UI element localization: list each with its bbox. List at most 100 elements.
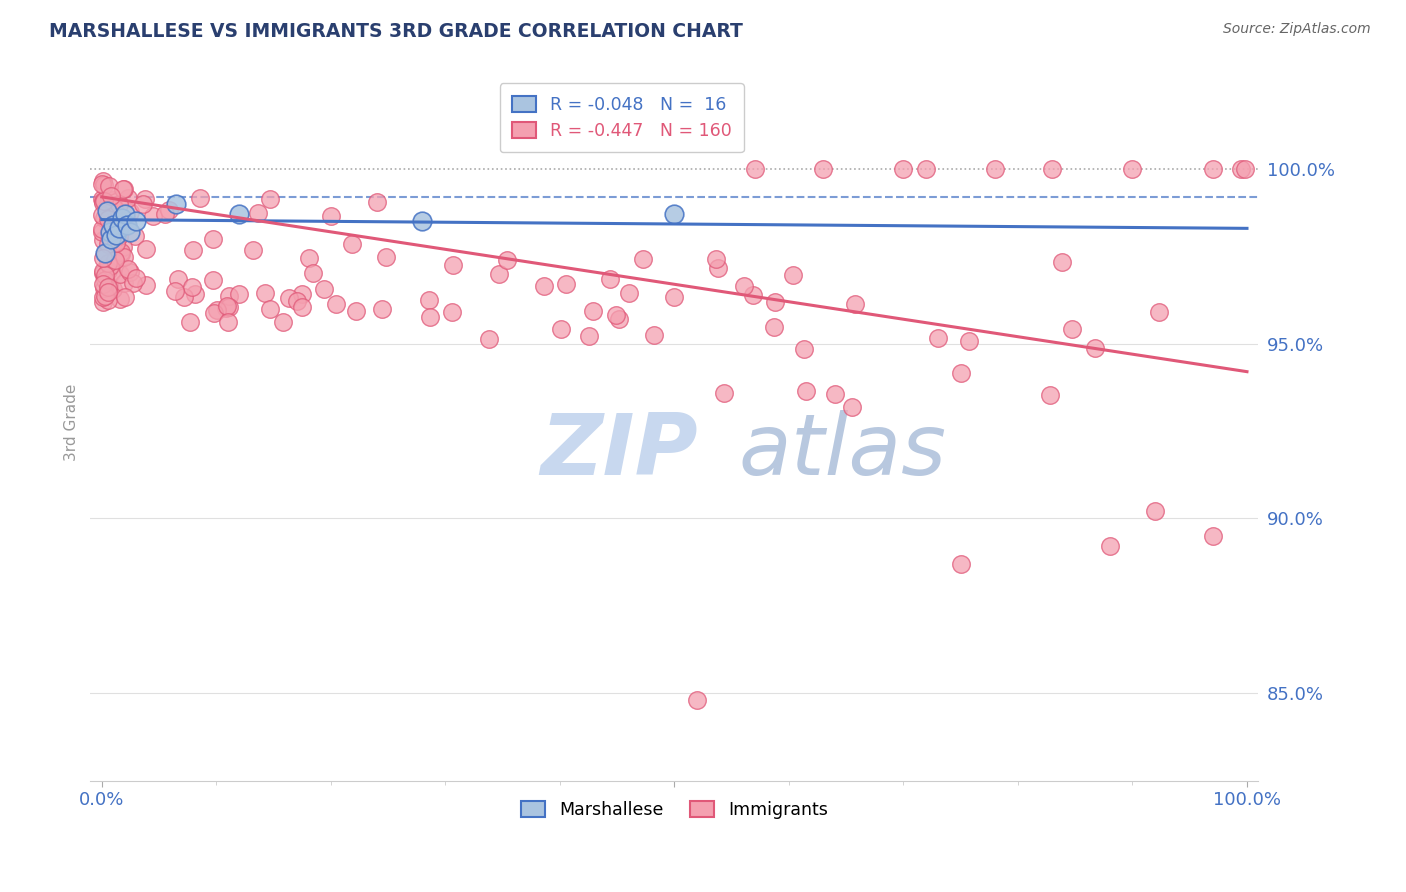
- Point: [371, 301, 394, 316]
- Point: [285, 294, 308, 309]
- Point: [96, 236, 118, 251]
- Point: [301, 266, 323, 280]
- Point: [114, 207, 136, 221]
- Point: [1147, 305, 1170, 319]
- Point: [135, 242, 157, 256]
- Point: [98, 225, 121, 239]
- Point: [325, 297, 347, 311]
- Point: [496, 252, 519, 267]
- Point: [957, 334, 980, 349]
- Point: [112, 182, 135, 196]
- Y-axis label: 3rd Grade: 3rd Grade: [65, 384, 79, 461]
- Point: [704, 252, 727, 266]
- Point: [291, 287, 314, 301]
- Point: [108, 267, 131, 281]
- Point: [1062, 322, 1084, 336]
- Point: [163, 285, 186, 299]
- Point: [91, 294, 114, 309]
- Point: [441, 259, 464, 273]
- Point: [117, 262, 139, 277]
- Point: [93, 178, 115, 192]
- Point: [132, 196, 155, 211]
- Point: [419, 310, 441, 324]
- Point: [254, 285, 277, 300]
- Point: [202, 232, 225, 246]
- Point: [765, 295, 787, 310]
- Point: [120, 204, 142, 219]
- Point: [100, 223, 122, 237]
- Point: [98, 178, 121, 193]
- Point: [927, 331, 949, 345]
- Point: [96, 265, 118, 279]
- Point: [664, 290, 686, 304]
- Point: [202, 306, 225, 320]
- Text: ZIP: ZIP: [540, 409, 697, 492]
- Point: [117, 191, 139, 205]
- Point: [298, 251, 321, 265]
- Text: atlas: atlas: [738, 409, 946, 492]
- Text: Source: ZipAtlas.com: Source: ZipAtlas.com: [1223, 22, 1371, 37]
- Point: [533, 279, 555, 293]
- Point: [167, 272, 190, 286]
- Point: [101, 282, 124, 296]
- Point: [91, 252, 114, 266]
- Point: [98, 207, 121, 221]
- Point: [1084, 341, 1107, 355]
- Point: [1201, 529, 1223, 543]
- Point: [121, 276, 143, 290]
- Point: [344, 303, 367, 318]
- Point: [91, 225, 114, 239]
- Point: [228, 287, 250, 301]
- Point: [94, 289, 117, 303]
- Point: [733, 279, 755, 293]
- Point: [112, 276, 135, 290]
- Point: [91, 222, 114, 236]
- Point: [157, 203, 180, 218]
- Point: [949, 366, 972, 380]
- Point: [97, 280, 120, 294]
- Point: [247, 205, 270, 219]
- Point: [97, 263, 120, 277]
- Point: [411, 214, 433, 228]
- Point: [97, 293, 120, 307]
- Point: [100, 232, 122, 246]
- Point: [103, 218, 125, 232]
- Point: [111, 240, 134, 254]
- Point: [112, 250, 135, 264]
- Point: [112, 182, 135, 196]
- Point: [1098, 540, 1121, 554]
- Point: [271, 315, 294, 329]
- Point: [366, 194, 388, 209]
- Point: [96, 203, 118, 218]
- Point: [643, 327, 665, 342]
- Point: [763, 319, 786, 334]
- Point: [188, 191, 211, 205]
- Point: [742, 288, 765, 302]
- Point: [1144, 504, 1167, 518]
- Point: [111, 211, 134, 225]
- Point: [1201, 161, 1223, 176]
- Point: [215, 299, 238, 313]
- Point: [153, 207, 176, 221]
- Point: [124, 229, 146, 244]
- Point: [91, 196, 114, 211]
- Point: [108, 197, 131, 211]
- Point: [91, 208, 114, 222]
- Point: [115, 218, 138, 232]
- Point: [242, 243, 264, 257]
- Point: [1039, 388, 1062, 402]
- Point: [1230, 161, 1253, 176]
- Point: [108, 221, 131, 235]
- Point: [441, 304, 464, 318]
- Point: [94, 245, 117, 260]
- Point: [218, 289, 240, 303]
- Point: [110, 246, 132, 260]
- Point: [94, 268, 117, 282]
- Point: [91, 193, 114, 207]
- Point: [179, 315, 201, 329]
- Point: [94, 273, 117, 287]
- Point: [782, 268, 804, 283]
- Point: [93, 281, 115, 295]
- Point: [605, 308, 627, 322]
- Point: [984, 161, 1007, 176]
